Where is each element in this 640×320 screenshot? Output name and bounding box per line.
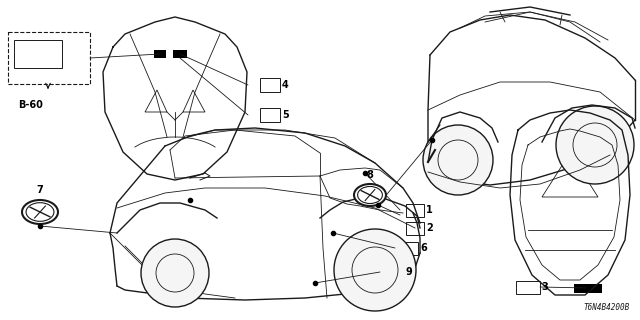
Bar	[406, 204, 424, 217]
Ellipse shape	[354, 184, 386, 206]
Text: 3: 3	[541, 282, 548, 292]
Text: 8: 8	[367, 170, 373, 180]
Bar	[173, 50, 187, 58]
Ellipse shape	[22, 200, 58, 224]
Bar	[260, 78, 280, 92]
Text: 6: 6	[420, 243, 427, 253]
Text: 5: 5	[282, 110, 289, 120]
Text: B-60: B-60	[18, 100, 43, 110]
Ellipse shape	[141, 239, 209, 307]
Bar	[14, 40, 62, 68]
Bar	[8, 32, 90, 84]
Bar	[260, 108, 280, 122]
Text: T6N4B4200B: T6N4B4200B	[584, 303, 630, 312]
Text: 4: 4	[282, 80, 289, 90]
Bar	[385, 266, 403, 278]
Text: 2: 2	[426, 223, 433, 233]
Bar	[154, 50, 166, 58]
Text: 9: 9	[406, 267, 413, 277]
Ellipse shape	[423, 125, 493, 195]
Text: 1: 1	[426, 205, 433, 215]
Bar	[400, 242, 418, 254]
Ellipse shape	[556, 106, 634, 184]
Bar	[574, 284, 602, 292]
Bar	[516, 281, 540, 293]
Ellipse shape	[334, 229, 416, 311]
Bar	[406, 221, 424, 235]
Text: 7: 7	[36, 185, 44, 195]
